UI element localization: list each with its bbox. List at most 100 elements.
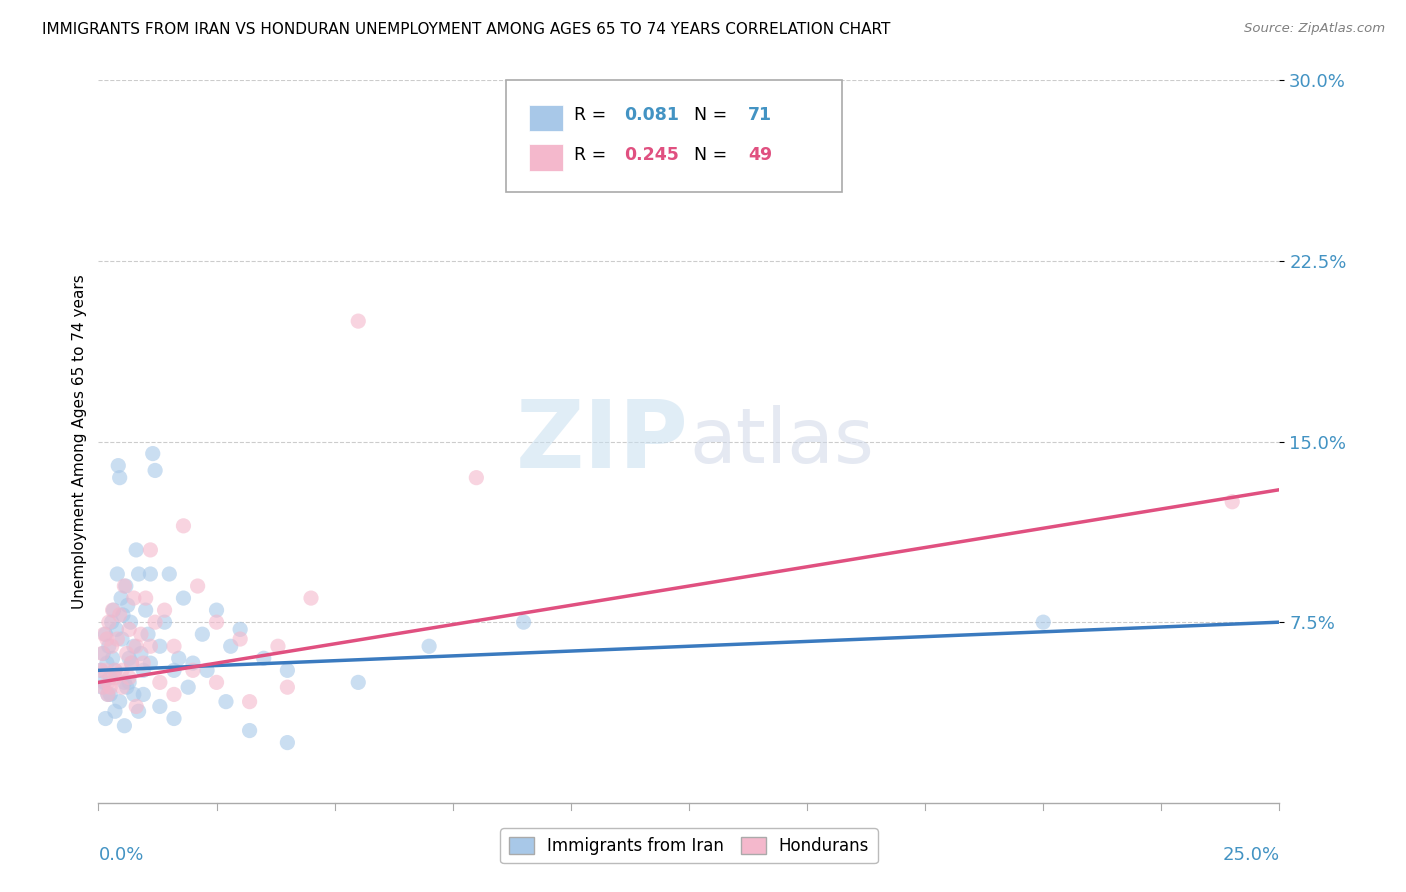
Point <box>115 680 138 694</box>
Point <box>94 712 117 726</box>
Point <box>139 639 162 653</box>
Point <box>172 519 194 533</box>
Point <box>153 603 176 617</box>
FancyBboxPatch shape <box>506 80 842 193</box>
Point <box>149 699 172 714</box>
Point <box>101 651 124 665</box>
Point <box>149 639 172 653</box>
Point <box>108 607 131 622</box>
Point <box>93 675 115 690</box>
Point <box>91 680 114 694</box>
Point <box>276 680 298 694</box>
Text: 0.081: 0.081 <box>624 106 679 124</box>
Text: R =: R = <box>575 145 612 164</box>
Text: atlas: atlas <box>689 405 873 478</box>
Point <box>149 675 172 690</box>
Point <box>111 607 134 622</box>
Point <box>94 664 117 678</box>
Text: 0.245: 0.245 <box>624 145 679 164</box>
Point <box>205 675 228 690</box>
Point <box>97 687 120 701</box>
Y-axis label: Unemployment Among Ages 65 to 74 years: Unemployment Among Ages 65 to 74 years <box>72 274 87 609</box>
Point <box>253 651 276 665</box>
Point <box>135 603 157 617</box>
Point <box>111 664 134 678</box>
Point <box>229 632 252 646</box>
Text: 25.0%: 25.0% <box>1222 847 1279 864</box>
Point <box>121 656 143 670</box>
Point <box>97 615 120 630</box>
Point <box>465 471 488 485</box>
Point <box>97 675 120 690</box>
Point <box>191 627 214 641</box>
Point <box>122 639 145 653</box>
Point <box>239 723 262 738</box>
Text: 0.0%: 0.0% <box>98 847 143 864</box>
Point <box>112 579 135 593</box>
Point <box>128 704 150 718</box>
Point <box>512 615 534 630</box>
Point <box>153 615 176 630</box>
Point <box>118 623 141 637</box>
Point <box>187 579 209 593</box>
Point <box>90 664 112 678</box>
Point <box>167 651 190 665</box>
Point <box>299 591 322 606</box>
Point <box>105 567 128 582</box>
Point <box>215 695 238 709</box>
Point <box>347 314 370 328</box>
Point <box>219 639 242 653</box>
Text: Source: ZipAtlas.com: Source: ZipAtlas.com <box>1244 22 1385 36</box>
Point <box>205 603 228 617</box>
Point <box>276 735 298 749</box>
Point <box>181 664 204 678</box>
Point <box>125 699 148 714</box>
Point <box>111 632 134 646</box>
Point <box>100 615 122 630</box>
Text: ZIP: ZIP <box>516 395 689 488</box>
Point <box>172 591 194 606</box>
Point <box>98 687 121 701</box>
Point <box>114 579 136 593</box>
Point <box>125 639 148 653</box>
Point <box>1220 494 1243 508</box>
Point <box>97 639 120 653</box>
Point <box>239 695 262 709</box>
Point <box>91 680 114 694</box>
Text: 49: 49 <box>748 145 772 164</box>
Point <box>135 591 157 606</box>
Point <box>93 627 115 641</box>
Point <box>129 627 152 641</box>
Point <box>157 567 180 582</box>
Point <box>347 675 370 690</box>
Point <box>143 463 166 477</box>
Point <box>139 542 162 557</box>
FancyBboxPatch shape <box>530 104 562 131</box>
Point <box>117 599 139 613</box>
Point <box>122 687 145 701</box>
Point <box>94 627 117 641</box>
Point <box>163 687 186 701</box>
Text: IMMIGRANTS FROM IRAN VS HONDURAN UNEMPLOYMENT AMONG AGES 65 TO 74 YEARS CORRELAT: IMMIGRANTS FROM IRAN VS HONDURAN UNEMPLO… <box>42 22 890 37</box>
Point <box>128 567 150 582</box>
Point <box>91 647 114 661</box>
Point <box>105 623 128 637</box>
Point <box>177 680 200 694</box>
Point <box>121 656 143 670</box>
Point <box>104 704 127 718</box>
Point <box>132 656 155 670</box>
Point <box>205 615 228 630</box>
Point <box>90 664 112 678</box>
Point <box>98 680 121 694</box>
FancyBboxPatch shape <box>530 145 562 170</box>
Point <box>142 446 165 460</box>
Point <box>104 664 127 678</box>
Point <box>98 671 121 685</box>
Point <box>136 627 159 641</box>
Point <box>1032 615 1054 630</box>
Point <box>118 671 141 685</box>
Point <box>125 542 148 557</box>
Legend: Immigrants from Iran, Hondurans: Immigrants from Iran, Hondurans <box>501 829 877 863</box>
Point <box>132 687 155 701</box>
Point <box>91 647 114 661</box>
